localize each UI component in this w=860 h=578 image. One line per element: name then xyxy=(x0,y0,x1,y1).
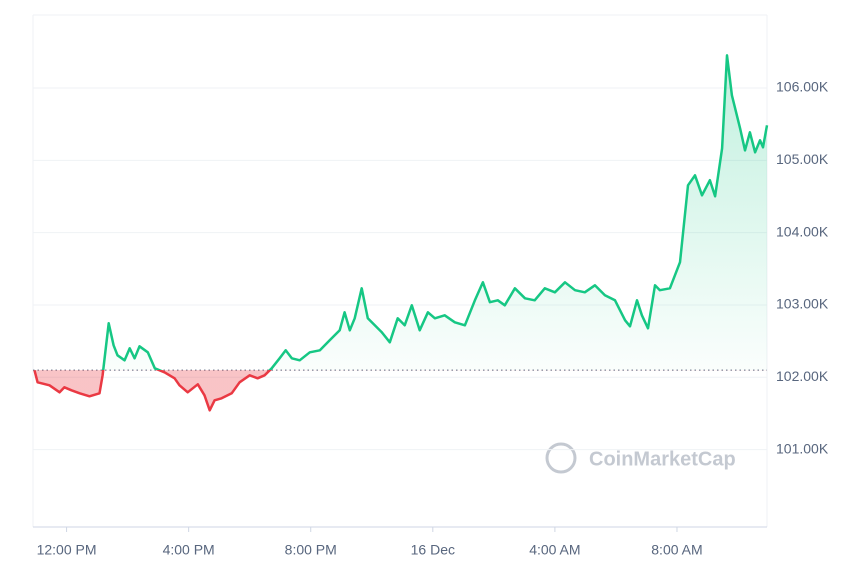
price-line xyxy=(33,54,769,412)
y-tick-label: 105.00K xyxy=(776,151,829,167)
watermark-text: CoinMarketCap xyxy=(589,448,736,470)
x-tick-label: 4:00 PM xyxy=(163,542,215,558)
watermark-logo xyxy=(545,442,577,474)
y-tick-label: 104.00K xyxy=(776,223,829,239)
x-tick-label: 16 Dec xyxy=(411,542,455,558)
x-tick-label: 8:00 PM xyxy=(285,542,337,558)
watermark: CoinMarketCap xyxy=(545,442,736,474)
y-tick-label: 103.00K xyxy=(776,296,829,312)
y-tick-label: 106.00K xyxy=(776,79,829,95)
x-tick-label: 8:00 AM xyxy=(651,542,702,558)
x-tick-label: 4:00 AM xyxy=(529,542,580,558)
x-tick-label: 12:00 PM xyxy=(37,542,97,558)
y-tick-label: 101.00K xyxy=(776,440,829,456)
y-tick-label: 102.00K xyxy=(776,368,829,384)
price-area xyxy=(34,55,767,411)
